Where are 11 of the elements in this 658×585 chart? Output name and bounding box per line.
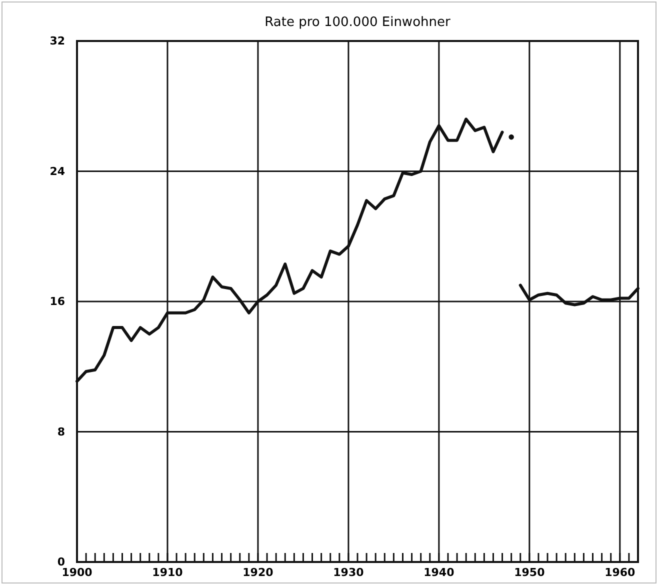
x-tick-label: 1950 xyxy=(514,566,546,579)
y-tick-label: 16 xyxy=(50,295,66,308)
x-tick-label: 1910 xyxy=(152,566,184,579)
chart-title: Rate pro 100.000 Einwohner xyxy=(264,15,452,30)
x-tick-label: 1920 xyxy=(242,566,274,579)
y-tick-label: 24 xyxy=(50,164,66,178)
y-tick-label: 8 xyxy=(57,425,65,438)
y-tick-label: 32 xyxy=(50,34,65,48)
x-tick-label: 1940 xyxy=(424,566,455,579)
x-tick-label: 1930 xyxy=(333,566,364,579)
x-tick-label: 1960 xyxy=(604,566,636,579)
